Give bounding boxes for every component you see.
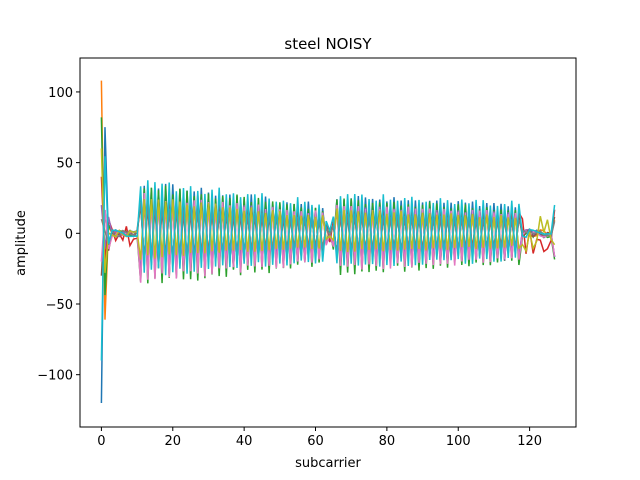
series-line-10 [100,156,556,361]
x-tick-label: 80 [379,434,396,449]
plot-area [100,80,556,403]
y-tick-label: 100 [48,86,73,101]
x-tick-label: 120 [517,434,542,449]
y-axis-label: amplitude [14,210,29,276]
x-tick-label: 60 [307,434,324,449]
y-tick-label: 0 [65,227,73,242]
x-tick-label: 0 [97,434,105,449]
series-line-9 [100,148,556,273]
y-tick-label: 50 [56,157,73,172]
y-tick-label: −100 [37,369,73,384]
x-axis: 0 20 40 60 80 100 120 [97,427,542,449]
y-axis: −100 −50 0 50 100 [37,86,80,384]
x-tick-label: 40 [236,434,253,449]
plot-frame [79,57,577,428]
x-axis-label: subcarrier [295,456,361,471]
x-tick-label: 20 [165,434,182,449]
chart-title: steel NOISY [284,35,372,53]
x-tick-label: 100 [446,434,471,449]
y-tick-label: −50 [46,298,73,313]
